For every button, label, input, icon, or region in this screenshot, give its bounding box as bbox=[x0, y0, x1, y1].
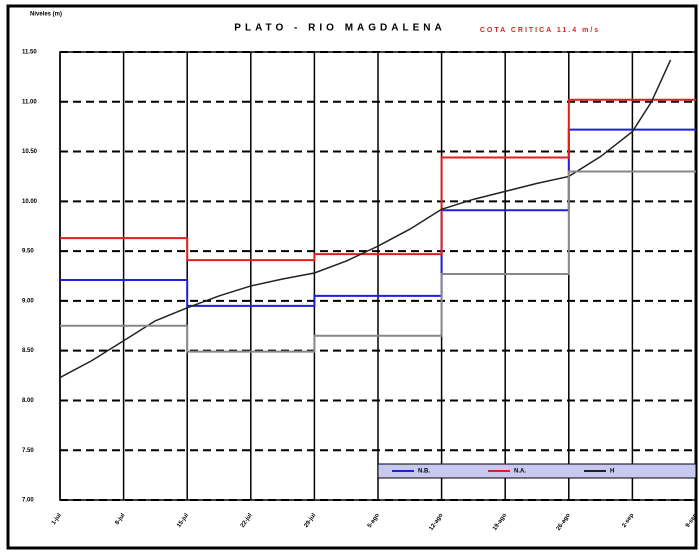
y-tick-label: 9.00 bbox=[22, 298, 34, 304]
legend-label: H bbox=[610, 469, 614, 475]
chart-title: PLATO - RIO MAGDALENA bbox=[234, 23, 445, 34]
legend-label: N.B. bbox=[418, 469, 430, 475]
chart-subtitle: COTA CRITICA 11.4 m/s bbox=[480, 27, 600, 34]
y-tick-label: 10.50 bbox=[22, 149, 38, 155]
y-tick-label: 11.50 bbox=[22, 50, 37, 56]
series-line bbox=[60, 98, 696, 262]
y-axis-label: Niveles (m) bbox=[30, 12, 62, 18]
plot-border bbox=[59, 51, 697, 501]
legend-label: N.A. bbox=[514, 469, 526, 475]
series-line bbox=[60, 128, 696, 307]
series-line bbox=[60, 170, 696, 353]
y-tick-label: 10.00 bbox=[22, 199, 38, 205]
y-tick-label: 7.50 bbox=[22, 448, 34, 454]
series-line bbox=[59, 59, 672, 379]
y-tick-label: 8.00 bbox=[22, 398, 34, 404]
frame bbox=[6, 4, 698, 550]
y-tick-label: 11.00 bbox=[22, 99, 37, 105]
y-tick-label: 7.00 bbox=[22, 498, 34, 504]
y-tick-label: 8.50 bbox=[22, 348, 34, 354]
legend-box bbox=[377, 463, 697, 479]
y-tick-label: 9.50 bbox=[22, 249, 34, 255]
